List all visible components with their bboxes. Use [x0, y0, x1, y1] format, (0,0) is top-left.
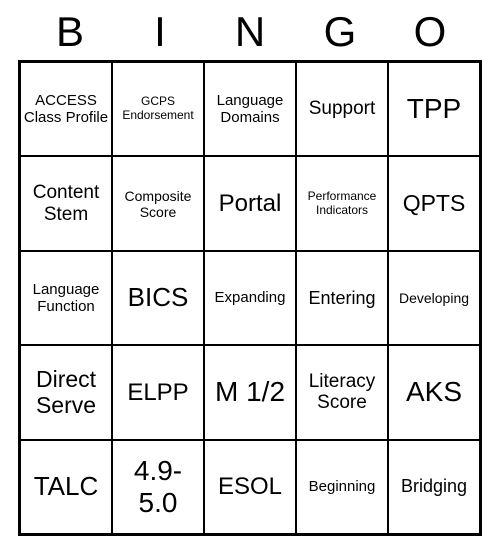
bingo-cell[interactable]: M 1/2	[204, 345, 296, 439]
bingo-cell[interactable]: 4.9-5.0	[112, 440, 204, 534]
header-letter-o: O	[400, 8, 460, 56]
bingo-cell[interactable]: GCPS Endorsement	[112, 62, 204, 156]
bingo-cell[interactable]: ACCESS Class Profile	[20, 62, 112, 156]
bingo-grid: ACCESS Class Profile GCPS Endorsement La…	[18, 60, 482, 536]
bingo-cell[interactable]: TPP	[388, 62, 480, 156]
bingo-cell[interactable]: Performance Indicators	[296, 156, 388, 250]
bingo-cell[interactable]: TALC	[20, 440, 112, 534]
bingo-cell[interactable]: Composite Score	[112, 156, 204, 250]
bingo-header: B I N G O	[18, 8, 482, 60]
bingo-cell[interactable]: Beginning	[296, 440, 388, 534]
bingo-cell[interactable]: Content Stem	[20, 156, 112, 250]
bingo-cell[interactable]: Developing	[388, 251, 480, 345]
bingo-cell[interactable]: Literacy Score	[296, 345, 388, 439]
bingo-cell[interactable]: Expanding	[204, 251, 296, 345]
header-letter-b: B	[40, 8, 100, 56]
bingo-cell[interactable]: ELPP	[112, 345, 204, 439]
bingo-cell[interactable]: Language Domains	[204, 62, 296, 156]
bingo-cell[interactable]: Bridging	[388, 440, 480, 534]
bingo-cell[interactable]: Language Function	[20, 251, 112, 345]
bingo-cell[interactable]: Support	[296, 62, 388, 156]
bingo-cell[interactable]: Direct Serve	[20, 345, 112, 439]
header-letter-i: I	[130, 8, 190, 56]
header-letter-n: N	[220, 8, 280, 56]
bingo-cell[interactable]: ESOL	[204, 440, 296, 534]
bingo-cell[interactable]: Portal	[204, 156, 296, 250]
bingo-cell[interactable]: QPTS	[388, 156, 480, 250]
bingo-cell[interactable]: AKS	[388, 345, 480, 439]
header-letter-g: G	[310, 8, 370, 56]
bingo-cell[interactable]: Entering	[296, 251, 388, 345]
bingo-cell[interactable]: BICS	[112, 251, 204, 345]
